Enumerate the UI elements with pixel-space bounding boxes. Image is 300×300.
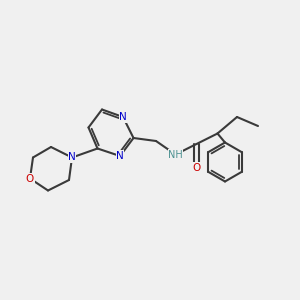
Text: N: N [116,151,124,161]
Text: N: N [119,112,127,122]
Text: N: N [68,152,76,163]
Text: O: O [26,173,34,184]
Text: O: O [192,163,201,173]
Text: NH: NH [168,149,183,160]
